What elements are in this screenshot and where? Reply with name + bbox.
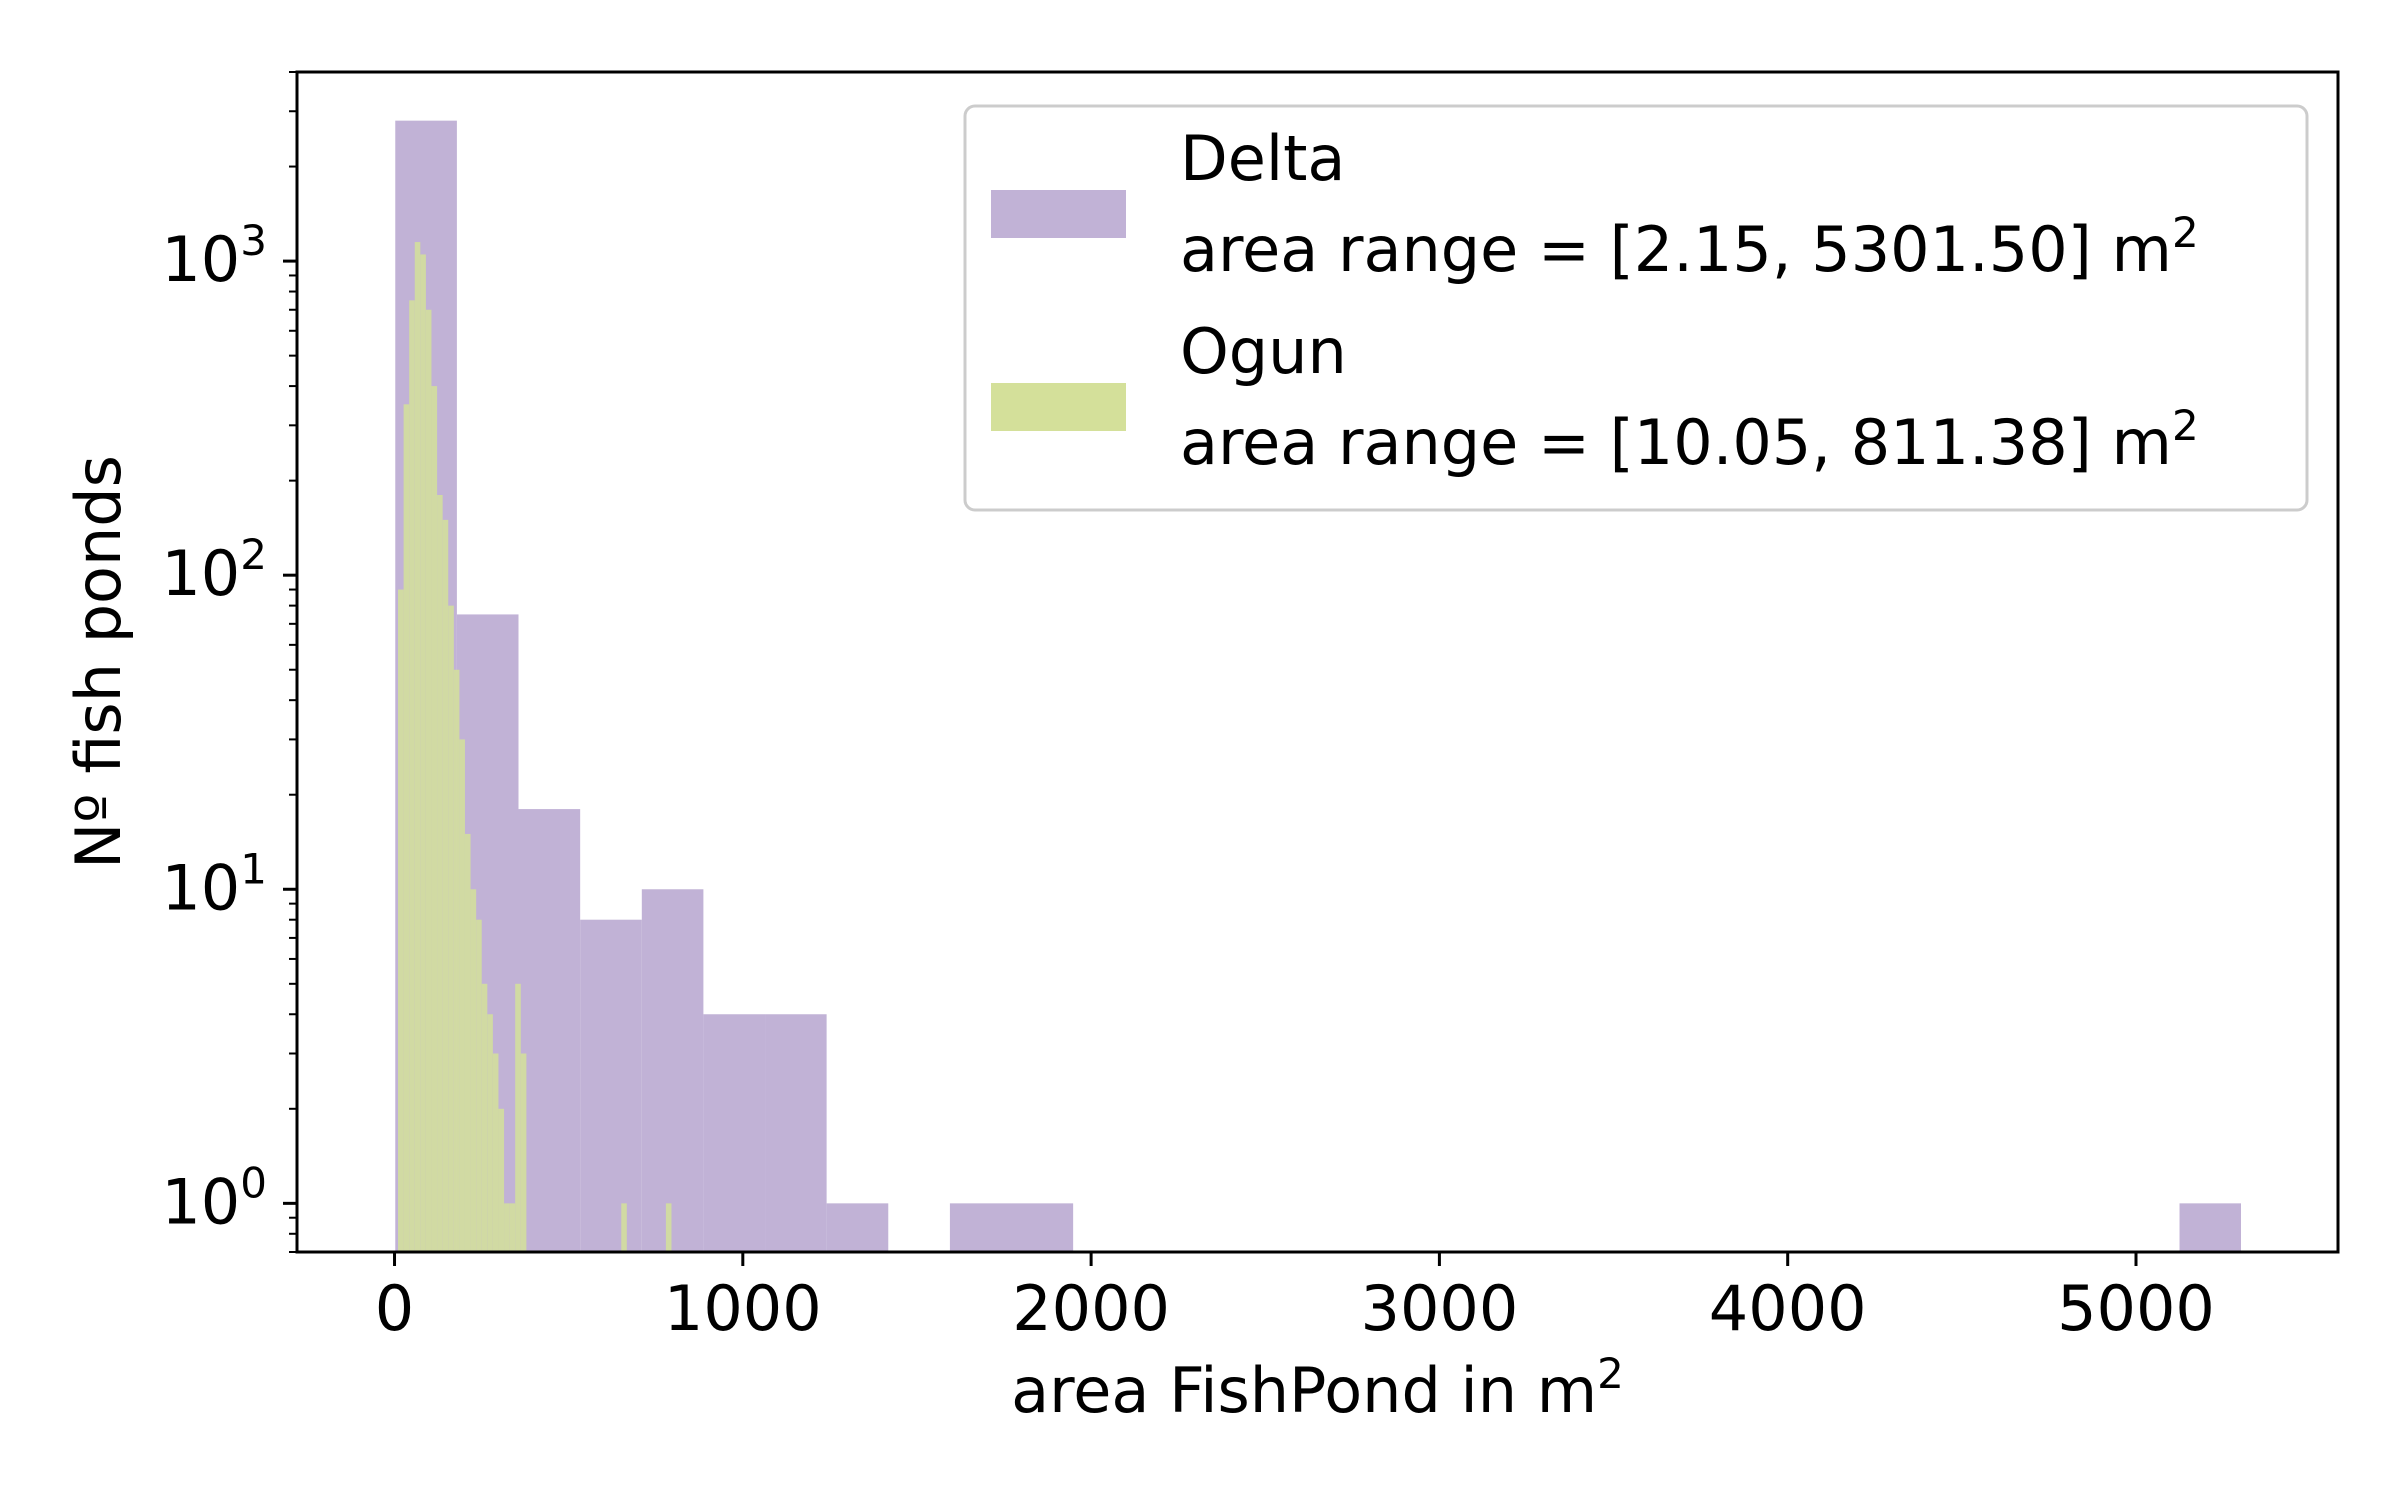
legend-swatch-delta xyxy=(991,190,1126,238)
delta-bar xyxy=(703,1014,766,1252)
legend-range-delta-text: area range = [2.15, 5301.50] m xyxy=(1180,213,2172,286)
ogun-bar xyxy=(481,983,488,1252)
x-axis-title: area FishPond in m2 xyxy=(1011,1349,1624,1427)
delta-bar xyxy=(641,889,704,1252)
y-tick-label: 102 xyxy=(161,530,267,610)
legend-box xyxy=(963,104,2309,512)
ogun-bar xyxy=(498,1108,505,1252)
x-tick-label: 5000 xyxy=(2057,1272,2215,1345)
ogun-bar xyxy=(487,1014,493,1252)
y-tick-label: 100 xyxy=(161,1158,267,1238)
legend-range-ogun-superscript: 2 xyxy=(2172,401,2199,450)
ogun-bar xyxy=(464,833,471,1252)
delta-bar xyxy=(518,809,581,1252)
ogun-bar xyxy=(442,519,449,1252)
ogun-bar xyxy=(448,605,454,1252)
ogun-bar xyxy=(509,1203,516,1252)
x-axis-title-text: area FishPond in m xyxy=(1011,1354,1597,1427)
x-tick-label: 1000 xyxy=(664,1272,822,1345)
ogun-bar xyxy=(515,983,521,1252)
x-tick-label: 2000 xyxy=(1012,1272,1170,1345)
delta-bar xyxy=(580,919,642,1252)
delta-bar xyxy=(765,1014,827,1252)
x-tick-label: 0 xyxy=(375,1272,414,1345)
delta-bar xyxy=(949,1203,1012,1252)
y-tick-label: 103 xyxy=(161,216,267,296)
ogun-bar xyxy=(403,404,410,1252)
ogun-bar xyxy=(492,1053,499,1252)
ogun-bar xyxy=(420,254,426,1252)
ogun-bar xyxy=(520,1053,527,1252)
axes: 0 1000 2000 3000 4000 5000 100 101 102 103 xyxy=(161,70,2340,1345)
legend-range-ogun-text: area range = [10.05, 811.38] m xyxy=(1180,406,2172,479)
ogun-bar xyxy=(425,309,432,1252)
x-axis-title-superscript: 2 xyxy=(1597,1349,1624,1398)
y-tick-label: 101 xyxy=(161,844,267,924)
ogun-bar xyxy=(437,495,443,1252)
legend-range-ogun: area range = [10.05, 811.38] m2 xyxy=(1180,401,2199,479)
ogun-bar xyxy=(459,739,465,1252)
legend-range-delta-superscript: 2 xyxy=(2172,208,2199,257)
y-axis-title: Nº fish ponds xyxy=(62,455,135,869)
ogun-bar xyxy=(414,242,421,1252)
delta-bar xyxy=(826,1203,889,1252)
y-axis-ticks: 100 101 102 103 xyxy=(161,71,297,1253)
x-tick-label: 4000 xyxy=(1709,1272,1867,1345)
ogun-bar xyxy=(665,1203,672,1252)
ogun-bar xyxy=(621,1203,627,1252)
legend-swatch-ogun xyxy=(991,383,1126,431)
legend: Delta area range = [2.15, 5301.50] m2 Og… xyxy=(963,104,2309,512)
ogun-bar xyxy=(431,386,438,1253)
delta-bars xyxy=(395,120,2241,1252)
legend-label-ogun: Ogun xyxy=(1180,315,1347,388)
legend-label-delta: Delta xyxy=(1180,122,1345,195)
ogun-bar xyxy=(504,1203,510,1252)
x-axis-ticks: 0 1000 2000 3000 4000 5000 xyxy=(375,1252,2215,1345)
x-tick-label: 3000 xyxy=(1361,1272,1519,1345)
legend-range-delta: area range = [2.15, 5301.50] m2 xyxy=(1180,208,2199,286)
ogun-bar xyxy=(470,889,477,1252)
ogun-bar xyxy=(476,919,482,1252)
ogun-bar xyxy=(398,589,404,1252)
ogun-bars xyxy=(398,242,672,1253)
ogun-bar xyxy=(409,300,415,1253)
ogun-bar xyxy=(453,669,460,1252)
delta-bar xyxy=(1011,1203,1074,1252)
delta-bar xyxy=(2179,1203,2241,1252)
plot-frame xyxy=(295,70,2340,1254)
